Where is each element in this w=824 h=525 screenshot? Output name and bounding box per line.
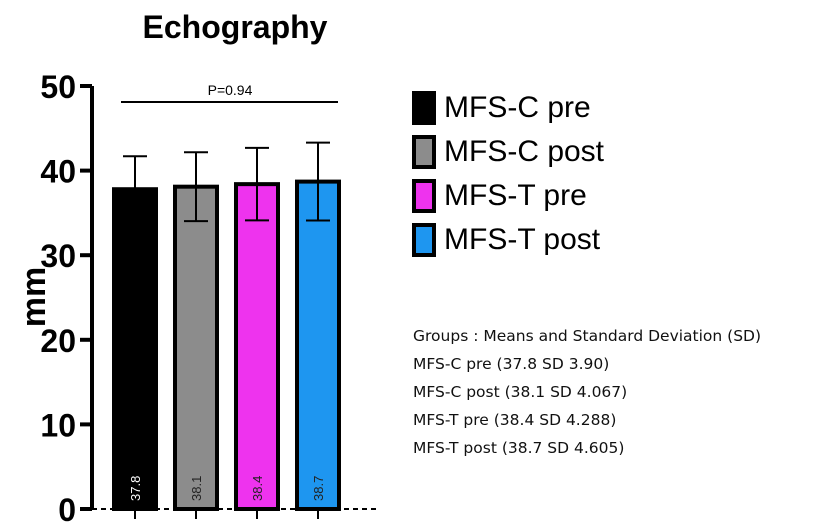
bar-value-label: 38.7: [311, 476, 326, 501]
bar: [112, 187, 158, 511]
bar-value-label: 38.1: [189, 476, 204, 501]
legend-swatch: [412, 223, 436, 257]
legend-item: MFS-C post: [412, 130, 604, 174]
bar-value-label: 37.8: [128, 476, 143, 501]
y-tick-label: 50: [40, 69, 76, 105]
legend-item: MFS-T post: [412, 218, 604, 262]
bar: [173, 184, 219, 511]
legend-item: MFS-C pre: [412, 86, 604, 130]
chart-title: Echography: [143, 9, 328, 45]
notes-heading: Groups : Means and Standard Deviation (S…: [413, 327, 762, 345]
legend-label: MFS-T pre: [444, 179, 587, 212]
y-tick-label: 0: [58, 492, 76, 525]
p-value-label: P=0.94: [208, 82, 253, 98]
bar: [295, 179, 341, 512]
y-tick-label: 40: [40, 154, 76, 190]
legend-swatch: [412, 91, 436, 125]
bar: [234, 182, 280, 512]
legend: MFS-C pre MFS-C post MFS-T pre MFS-T post: [412, 86, 604, 262]
legend-swatch: [412, 135, 436, 169]
notes-line: MFS-T pre (38.4 SD 4.288): [413, 411, 617, 429]
stats-notes: Groups : Means and Standard Deviation (S…: [413, 322, 761, 462]
plot-area: 0 10 20 30 40 50 37.8 38.1 38.4 38.7 P=0.94: [40, 69, 378, 525]
y-tick-label: 10: [40, 407, 76, 443]
legend-label: MFS-C pre: [444, 91, 591, 124]
notes-line: MFS-T post (38.7 SD 4.605): [413, 439, 625, 457]
bar-value-label: 38.4: [250, 476, 265, 501]
y-tick-label: 30: [40, 238, 76, 274]
legend-label: MFS-T post: [444, 223, 601, 256]
legend-item: MFS-T pre: [412, 174, 604, 218]
notes-line: MFS-C post (38.1 SD 4.067): [413, 383, 628, 401]
notes-line: MFS-C pre (37.8 SD 3.90): [413, 355, 610, 373]
legend-label: MFS-C post: [444, 135, 605, 168]
legend-swatch: [412, 179, 436, 213]
y-tick-label: 20: [40, 323, 76, 359]
y-axis-label: mm: [15, 267, 53, 327]
